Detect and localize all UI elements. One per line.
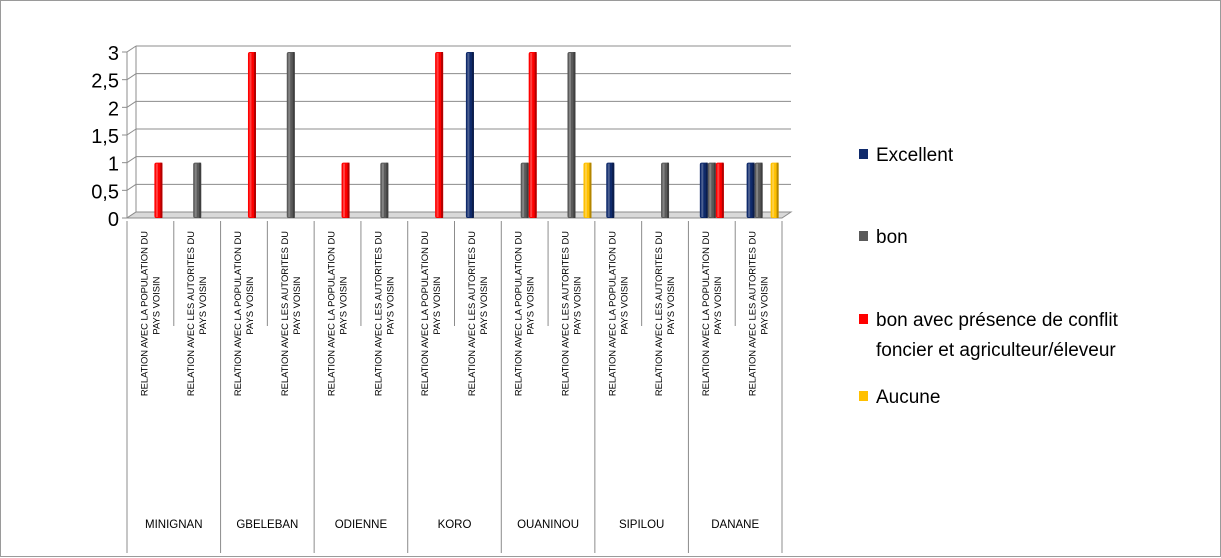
bar-shade bbox=[347, 162, 350, 218]
bar-highlight bbox=[530, 53, 533, 217]
bar-shade bbox=[160, 162, 163, 218]
x-tick-label: RELATION AVEC LA POPULATION DUPAYS VOISI… bbox=[138, 231, 161, 396]
legend-label: bon avec présence de conflit bbox=[876, 310, 1119, 331]
bar-shade bbox=[471, 52, 474, 218]
gridline-side bbox=[126, 100, 137, 108]
bar-highlight bbox=[607, 163, 610, 217]
y-tick-label: 2,5 bbox=[91, 71, 119, 93]
bar-highlight bbox=[436, 53, 439, 217]
legend-swatch bbox=[859, 314, 868, 324]
bar-highlight bbox=[467, 53, 470, 217]
x-tick-label: RELATION AVEC LES AUTORITES DUPAYS VOISI… bbox=[279, 231, 302, 396]
bar-shade bbox=[199, 162, 202, 218]
gridline-side bbox=[126, 156, 137, 164]
group-label: ODIENNE bbox=[335, 519, 388, 531]
gridline-side bbox=[126, 128, 137, 136]
group-label: GBELEBAN bbox=[236, 519, 298, 531]
bar-shade bbox=[534, 52, 537, 218]
group-label: KORO bbox=[438, 519, 472, 531]
bar-highlight bbox=[701, 163, 704, 217]
bar-shade bbox=[589, 162, 592, 218]
legend-swatch bbox=[859, 391, 868, 401]
y-tick-label: 1 bbox=[108, 154, 119, 176]
legend-swatch bbox=[859, 231, 868, 241]
bar-shade bbox=[292, 52, 295, 218]
bar-highlight bbox=[709, 163, 712, 217]
bar-highlight bbox=[194, 163, 197, 217]
y-tick-label: 0,5 bbox=[91, 181, 119, 203]
y-tick-label: 2 bbox=[108, 98, 119, 120]
x-tick-label: RELATION AVEC LA POPULATION DUPAYS VOISI… bbox=[326, 231, 349, 396]
bar-highlight bbox=[748, 163, 751, 217]
bar-shade bbox=[713, 162, 716, 218]
group-label: MINIGNAN bbox=[145, 519, 203, 531]
x-tick-label: RELATION AVEC LES AUTORITES DUPAYS VOISI… bbox=[559, 231, 582, 396]
gridline-side bbox=[126, 73, 137, 81]
gridline-side bbox=[126, 183, 137, 191]
y-tick-label: 0 bbox=[108, 209, 119, 231]
group-label: SIPILOU bbox=[619, 519, 664, 531]
bar-highlight bbox=[249, 53, 252, 217]
x-tick-label: RELATION AVEC LES AUTORITES DUPAYS VOISI… bbox=[185, 231, 208, 396]
bar-highlight bbox=[717, 163, 720, 217]
legend-label: Excellent bbox=[876, 145, 954, 166]
x-tick-label: RELATION AVEC LES AUTORITES DUPAYS VOISI… bbox=[653, 231, 676, 396]
x-tick-label: RELATION AVEC LA POPULATION DUPAYS VOISI… bbox=[606, 231, 629, 396]
x-tick-label: RELATION AVEC LA POPULATION DUPAYS VOISI… bbox=[419, 231, 442, 396]
bar-shade bbox=[573, 52, 576, 218]
bar-shade bbox=[253, 52, 256, 218]
bar-highlight bbox=[584, 163, 587, 217]
bar-shade bbox=[760, 162, 763, 218]
bar-shade bbox=[386, 162, 389, 218]
legend-swatch bbox=[859, 149, 868, 159]
legend-label: bon bbox=[876, 227, 908, 248]
bar-highlight bbox=[756, 163, 759, 217]
y-tick-label: 3 bbox=[108, 43, 119, 65]
x-tick-label: RELATION AVEC LA POPULATION DUPAYS VOISI… bbox=[700, 231, 723, 396]
legend-label: Aucune bbox=[876, 387, 940, 408]
gridline-side bbox=[126, 45, 137, 53]
y-tick-label: 1,5 bbox=[91, 126, 119, 148]
bar-shade bbox=[721, 162, 724, 218]
x-tick-label: RELATION AVEC LES AUTORITES DUPAYS VOISI… bbox=[372, 231, 395, 396]
bar-shade bbox=[752, 162, 755, 218]
bar-highlight bbox=[772, 163, 775, 217]
bar-shade bbox=[441, 52, 444, 218]
bar-highlight bbox=[343, 163, 346, 217]
bar-highlight bbox=[288, 53, 291, 217]
bar-highlight bbox=[568, 53, 571, 217]
bar-shade bbox=[612, 162, 615, 218]
bar-shade bbox=[705, 162, 708, 218]
x-tick-label: RELATION AVEC LA POPULATION DUPAYS VOISI… bbox=[513, 231, 536, 396]
x-tick-label: RELATION AVEC LES AUTORITES DUPAYS VOISI… bbox=[747, 231, 770, 396]
bar-shade bbox=[667, 162, 670, 218]
x-tick-label: RELATION AVEC LES AUTORITES DUPAYS VOISI… bbox=[466, 231, 489, 396]
x-tick-label: RELATION AVEC LA POPULATION DUPAYS VOISI… bbox=[232, 231, 255, 396]
bar-shade bbox=[776, 162, 779, 218]
bar-highlight bbox=[381, 163, 384, 217]
bar-highlight bbox=[662, 163, 665, 217]
bar-highlight bbox=[155, 163, 158, 217]
legend-label: foncier et agriculteur/éleveur bbox=[876, 340, 1116, 361]
group-label: OUANINOU bbox=[517, 519, 579, 531]
bar-highlight bbox=[522, 163, 525, 217]
chart-floor bbox=[125, 211, 793, 219]
bar-shade bbox=[526, 162, 529, 218]
group-label: DANANE bbox=[711, 519, 759, 531]
